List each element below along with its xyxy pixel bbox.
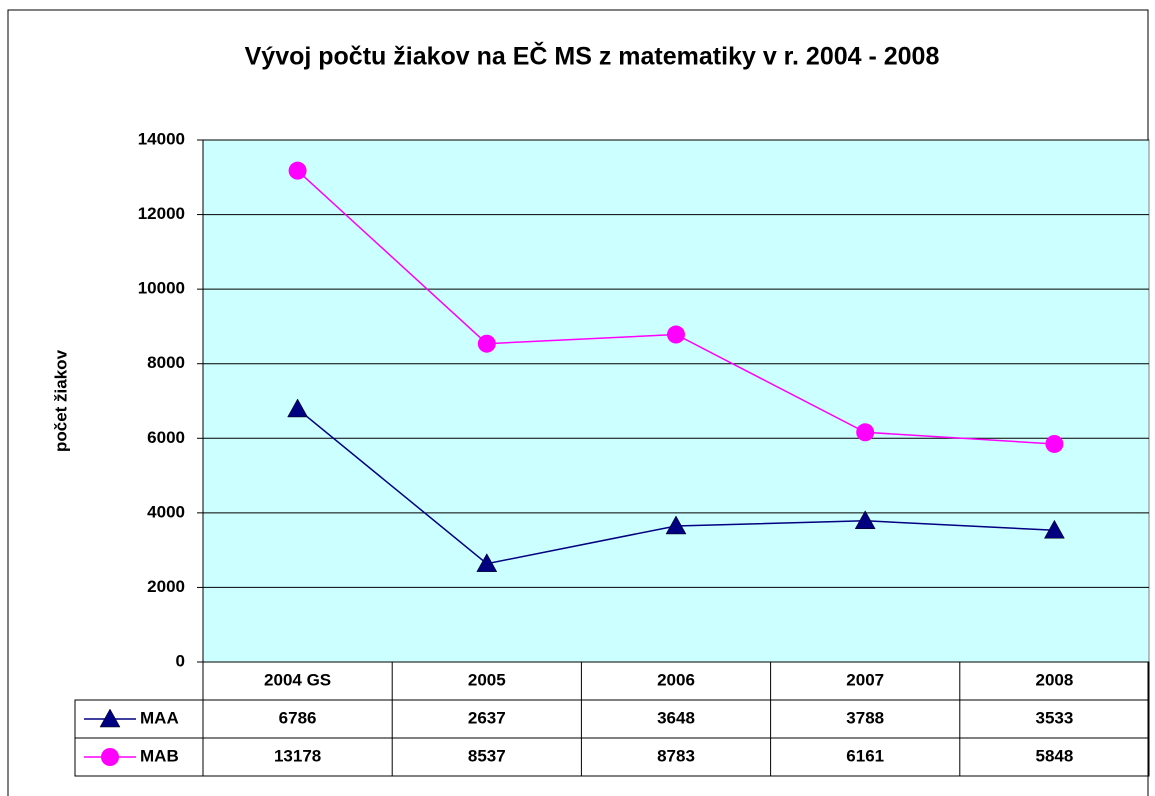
table-value: 8537	[468, 746, 506, 765]
table-value: 3533	[1035, 708, 1073, 727]
marker	[287, 398, 309, 418]
table-value: 3788	[846, 708, 884, 727]
plot-area	[202, 139, 1150, 663]
marker	[856, 423, 875, 442]
legend-label: MAA	[140, 708, 179, 727]
y-tick-label: 6000	[147, 428, 185, 447]
y-axis-label: počet žiakov	[51, 349, 70, 452]
y-tick-label: 14000	[138, 129, 185, 148]
table-value: 3648	[657, 708, 695, 727]
y-tick-label: 4000	[147, 502, 185, 521]
y-tick-label: 2000	[147, 577, 185, 596]
table-value: 2637	[468, 708, 506, 727]
marker	[288, 161, 307, 180]
x-tick-label: 2006	[657, 670, 695, 689]
marker	[667, 325, 685, 344]
marker	[477, 334, 496, 353]
marker	[1045, 434, 1064, 453]
table-value: 6786	[279, 708, 317, 727]
chart-title: Vývoj počtu žiakov na EČ MS z matematiky…	[245, 41, 940, 71]
table-value: 8783	[657, 746, 695, 765]
x-tick-label: 2005	[468, 670, 506, 689]
y-tick-label: 12000	[138, 204, 185, 223]
y-tick-label: 8000	[147, 353, 185, 372]
legend-label: MAB	[140, 746, 179, 765]
table-value: 6161	[846, 746, 884, 765]
marker	[476, 553, 498, 572]
x-tick-label: 2008	[1035, 670, 1073, 689]
marker	[1043, 519, 1065, 539]
table-value: 5848	[1035, 746, 1073, 765]
legend-key-marker	[99, 708, 121, 728]
x-tick-label: 2004 GS	[264, 670, 331, 689]
y-tick-label: 10000	[138, 279, 185, 298]
marker	[854, 510, 876, 530]
y-tick-label: 0	[176, 651, 185, 670]
table-value: 13178	[274, 746, 321, 765]
x-tick-label: 2007	[846, 670, 884, 689]
legend-key-marker	[101, 748, 119, 766]
marker	[665, 515, 687, 535]
